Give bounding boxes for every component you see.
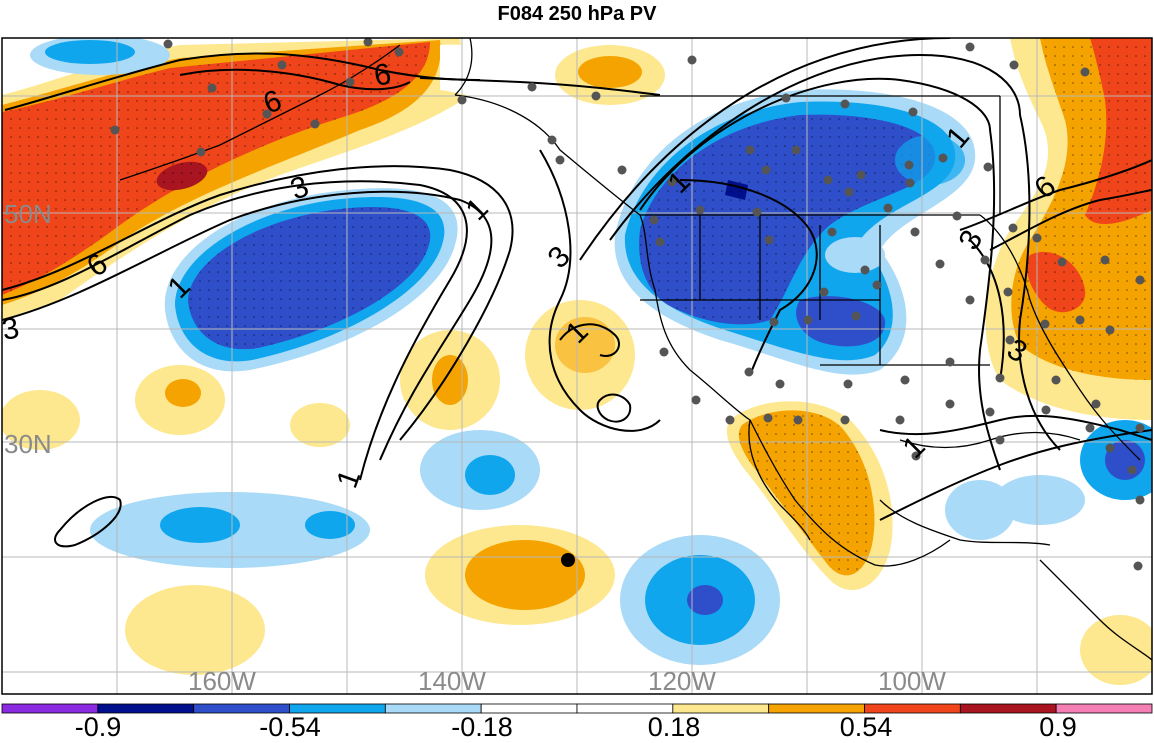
colorbar-label: 0.18 <box>647 712 701 742</box>
lon-label-140w: 140W <box>418 666 486 696</box>
lon-label-120w: 120W <box>648 666 716 696</box>
colorbar-label: -0.18 <box>451 712 513 742</box>
map-frame <box>1 37 1153 695</box>
colorbar-label: -0.9 <box>74 712 122 742</box>
contour-label: 3 <box>0 311 22 346</box>
negative-anomaly-west-na <box>614 89 976 375</box>
lon-label-160w: 160W <box>188 666 256 696</box>
positive-anomaly-east-na <box>985 38 1152 420</box>
pv-contours <box>2 38 1152 548</box>
lon-label-100w: 100W <box>878 666 946 696</box>
contour-label: 6 <box>371 57 393 92</box>
station-markers <box>110 38 1145 571</box>
map-title: F084 250 hPa PV <box>497 3 657 25</box>
colorbar-label: 0.54 <box>839 712 893 742</box>
colorbar <box>1 703 1153 714</box>
highlighted-point-marker <box>561 553 575 567</box>
negative-anomaly-pacific <box>164 188 458 372</box>
colorbar-label: -0.54 <box>259 712 321 742</box>
minor-anomalies <box>2 38 1152 685</box>
coastlines <box>119 38 1152 661</box>
lat-label-30n: 30N <box>4 429 52 459</box>
axis-labels: 50N 30N 160W 140W 120W 100W <box>4 199 946 696</box>
lat-label-50n: 50N <box>4 199 52 229</box>
colorbar-label: 0.9 <box>1039 712 1077 742</box>
positive-anomaly-aleutian <box>2 38 470 320</box>
colorbar-segment <box>1055 703 1153 714</box>
